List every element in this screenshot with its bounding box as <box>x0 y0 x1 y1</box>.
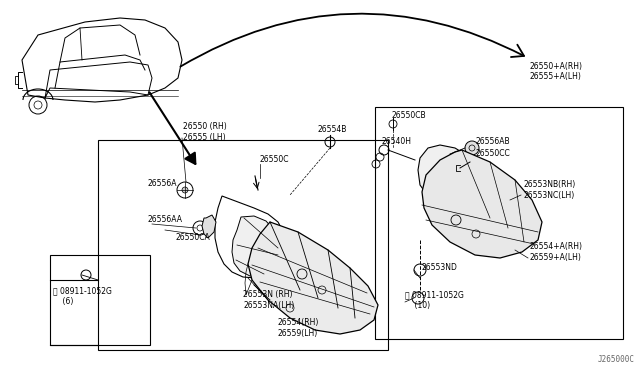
Text: 26553N (RH)
26553NA(LH): 26553N (RH) 26553NA(LH) <box>243 290 294 310</box>
Polygon shape <box>202 215 216 238</box>
Text: 26550CB: 26550CB <box>392 110 427 119</box>
Polygon shape <box>248 222 378 334</box>
Text: 26550CC: 26550CC <box>476 150 511 158</box>
Bar <box>50 255 150 345</box>
Text: 26550C: 26550C <box>260 155 289 164</box>
FancyArrowPatch shape <box>180 14 524 67</box>
Text: 26554+A(RH)
26559+A(LH): 26554+A(RH) 26559+A(LH) <box>530 242 583 262</box>
Bar <box>98 140 388 350</box>
Polygon shape <box>418 145 478 204</box>
Circle shape <box>465 141 479 155</box>
Text: 26553ND: 26553ND <box>422 263 458 273</box>
Text: Ⓝ 08911-1052G
    (6): Ⓝ 08911-1052G (6) <box>53 286 112 306</box>
Text: 26553NB(RH)
26553NC(LH): 26553NB(RH) 26553NC(LH) <box>523 180 575 200</box>
Text: 26540H: 26540H <box>382 137 412 145</box>
Text: 26550+A(RH)
26555+A(LH): 26550+A(RH) 26555+A(LH) <box>530 62 583 81</box>
Text: 26554B: 26554B <box>318 125 348 135</box>
Text: J265000C: J265000C <box>598 355 635 364</box>
Text: 26556AA: 26556AA <box>147 215 182 224</box>
Text: 26556A: 26556A <box>147 180 177 189</box>
Polygon shape <box>232 216 278 276</box>
Circle shape <box>182 187 188 193</box>
Bar <box>375 107 623 339</box>
Text: 26550CA: 26550CA <box>175 234 210 243</box>
FancyArrowPatch shape <box>150 92 195 164</box>
Polygon shape <box>422 150 542 258</box>
Text: Ⓝ 08911-1052G
    (10): Ⓝ 08911-1052G (10) <box>405 290 464 310</box>
Text: 26554(RH)
26559(LH): 26554(RH) 26559(LH) <box>278 318 319 338</box>
Text: 26556AB: 26556AB <box>476 137 511 145</box>
Text: 26550 (RH)
26555 (LH): 26550 (RH) 26555 (LH) <box>183 122 227 142</box>
